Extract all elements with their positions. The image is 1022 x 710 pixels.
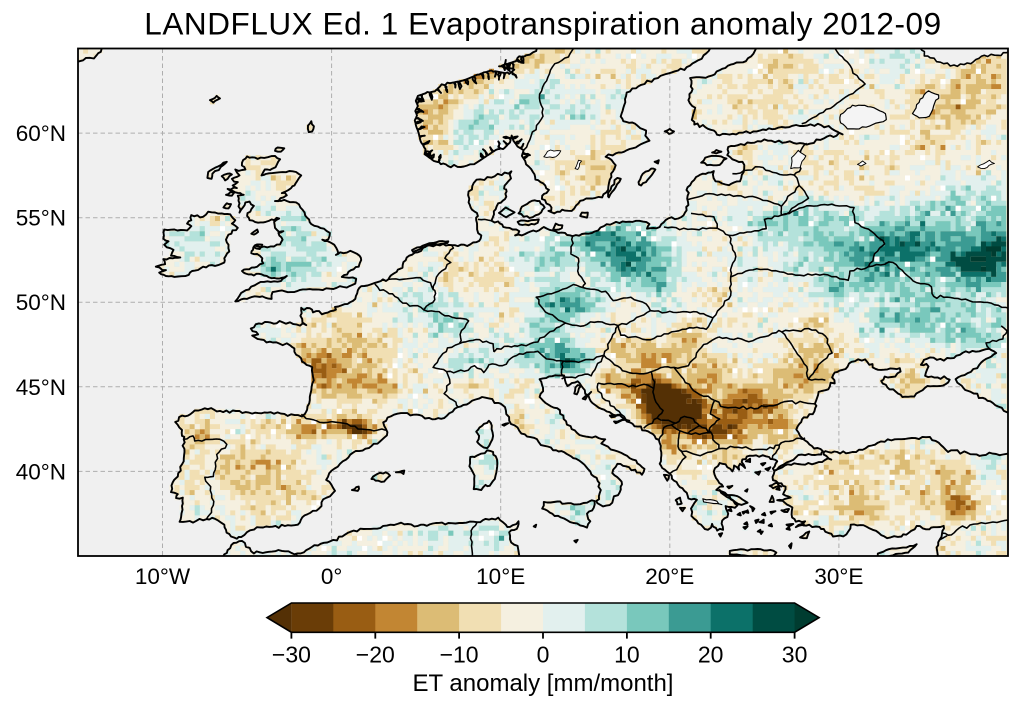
svg-text:ET anomaly [mm/month]: ET anomaly [mm/month] [413,670,674,697]
svg-text:45°N: 45°N [16,375,66,400]
svg-text:0°: 0° [321,564,343,589]
svg-text:10°E: 10°E [476,564,525,589]
svg-text:−20: −20 [356,642,395,668]
svg-text:60°N: 60°N [16,121,66,146]
svg-text:LANDFLUX Ed. 1 Evapotranspirat: LANDFLUX Ed. 1 Evapotranspiration anomal… [144,6,941,42]
svg-text:20: 20 [698,642,724,668]
svg-text:−10: −10 [440,642,479,668]
svg-text:50°N: 50°N [16,290,66,315]
svg-text:10°W: 10°W [135,564,191,589]
svg-text:10: 10 [614,642,640,668]
svg-text:−30: −30 [272,642,311,668]
svg-text:0: 0 [537,642,550,668]
svg-text:30: 30 [782,642,808,668]
svg-text:55°N: 55°N [16,206,66,231]
svg-text:40°N: 40°N [16,459,66,484]
svg-text:30°E: 30°E [814,564,863,589]
svg-text:20°E: 20°E [645,564,694,589]
